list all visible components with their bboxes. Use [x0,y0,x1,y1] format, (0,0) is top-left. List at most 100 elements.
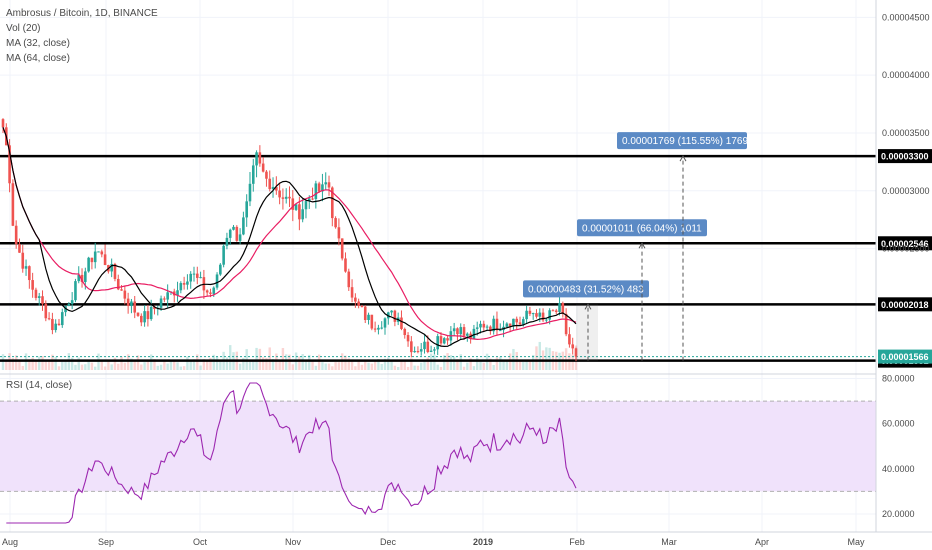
candle-body [205,290,209,293]
candle-body [186,281,189,285]
volume-bar [140,364,143,370]
candle-body [545,319,548,321]
candle-body [373,328,377,330]
rsi-tick-label: 40.0000 [882,464,915,474]
volume-bar [189,360,192,370]
candle-body [304,201,308,210]
candle-body [228,229,232,238]
candle-body [93,251,97,263]
candle-body [163,298,166,300]
candle-body [433,349,436,351]
volume-bar [202,359,206,370]
candle-body [215,274,219,288]
candle-body [34,289,38,298]
chart-legend: Ambrosus / Bitcoin, 1D, BINANCE Vol (20)… [6,6,158,66]
candle-body [235,226,239,241]
volume-bar [383,358,387,370]
volume-bar [317,354,321,370]
volume-bar [225,357,229,370]
volume-bar [61,361,64,370]
candle-body [498,330,502,332]
candle-body [189,273,193,282]
candle-body [21,252,25,269]
volume-bar [123,362,127,370]
candle-body [340,238,344,259]
candle-body [462,327,466,336]
measurement-tools[interactable]: 0.00000483 (31.52%) 483 0.00001011 (66.04… [523,132,748,361]
candle-body [232,226,235,230]
volume-bar [416,365,420,370]
candle-body [350,287,354,298]
volume-bar [196,354,199,370]
volume-bar [439,366,443,370]
time-tick-label: Dec [380,537,397,547]
candle-body [212,287,216,294]
rsi-tick-label: 60.0000 [882,419,915,429]
volume-bar [373,359,377,370]
candle-body [261,163,265,172]
volume-bar [413,365,416,370]
volume-bar [41,356,44,370]
ma32-line [2,127,577,348]
candle-body [508,323,512,327]
candle-body [558,303,561,312]
candle-body [222,245,225,265]
measure-arrow [679,155,687,162]
candle-body [400,317,403,329]
volume-bar [5,359,8,370]
volume-bar [499,356,502,370]
candle-body [344,258,347,272]
volume-bar [492,364,495,370]
candle-body [281,197,285,199]
candle-body [479,323,482,328]
volume-bar [456,359,459,370]
volume-bar [11,358,15,370]
volume-bar [166,363,169,370]
volume-bar [74,364,77,370]
volume-bar [117,363,120,370]
volume-bar [301,354,304,370]
candle-body [515,318,519,323]
volume-bar [548,347,551,370]
volume-bar [281,348,285,370]
time-tick-label: Nov [285,537,302,547]
candle-body [439,336,443,344]
candle-body [110,263,113,272]
candle-body [475,327,479,329]
price-level-tag [878,297,932,312]
volume-bar [265,358,268,370]
candle-body [18,244,21,253]
volume-bar [449,355,453,370]
volume-bar [238,363,242,370]
candle-body [551,310,555,312]
candle-body [209,292,212,294]
candle-body [37,296,41,298]
volume-bar [77,357,80,370]
volume-bar [298,356,301,370]
candle-body [265,171,268,179]
measure-arrow [638,242,646,249]
volume-bar [347,358,350,370]
horizontal-levels[interactable]: 0.000033000.000025460.000020180.00001531… [0,149,932,368]
candle-body [133,301,137,313]
candle-body [80,274,84,282]
volume-bar [215,356,219,370]
candle-body [413,351,416,353]
candle-body [367,314,370,320]
candle-body [574,348,578,357]
candle-body [377,327,380,330]
price-level-label: 0.00003300 [881,152,929,162]
candle-body [100,251,104,255]
volume-bar [192,359,196,370]
candle-body [41,296,44,304]
volume-bar [370,363,374,370]
candle-body [298,204,301,220]
volume-bar [396,366,400,370]
candle-body [554,310,558,312]
volume-bar [321,362,324,370]
volume-bar [476,358,479,370]
rsi-band [0,401,876,492]
volume-bar [337,362,341,370]
